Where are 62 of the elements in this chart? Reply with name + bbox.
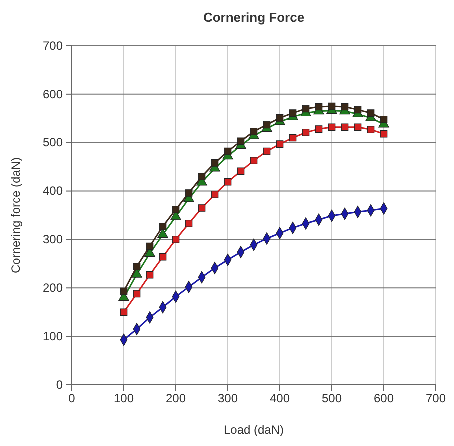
point (380, 130, 388, 138)
point (224, 148, 232, 156)
y-tick-label: 100 (42, 329, 64, 344)
point (341, 124, 349, 132)
point (289, 110, 297, 117)
point (133, 290, 141, 298)
point (328, 124, 336, 132)
y-tick-label: 300 (42, 232, 64, 247)
point (250, 128, 258, 136)
y-tick-label: 500 (42, 136, 64, 150)
point (146, 242, 154, 250)
y-tick-label: 700 (42, 38, 64, 53)
x-tick-label: 400 (270, 392, 290, 406)
point (158, 228, 168, 238)
point (354, 124, 362, 132)
point (185, 220, 193, 228)
point (120, 308, 128, 316)
x-tick-label: 300 (218, 392, 238, 406)
x-tick-label: 500 (322, 392, 342, 406)
point (302, 105, 310, 113)
point (133, 263, 141, 270)
point (198, 173, 206, 180)
point (367, 110, 375, 117)
point (120, 288, 128, 296)
point (263, 121, 271, 129)
point (146, 271, 154, 279)
point (276, 140, 284, 148)
x-tick-label: 200 (166, 392, 186, 406)
point (172, 206, 180, 214)
point (263, 148, 271, 156)
point (341, 103, 349, 111)
point (250, 157, 258, 164)
point (276, 114, 284, 122)
point (237, 138, 245, 146)
x-axis-title: Load (daN) (224, 423, 284, 437)
point (211, 191, 219, 198)
point (211, 160, 219, 167)
y-tick-label: 400 (42, 184, 64, 198)
point (328, 102, 336, 110)
y-tick-label: 0 (56, 378, 64, 392)
point (380, 116, 388, 124)
point (185, 190, 193, 197)
y-tick-label: 600 (42, 87, 64, 102)
point (289, 134, 297, 142)
point (172, 236, 180, 244)
point (237, 168, 245, 176)
x-tick-label: 0 (68, 392, 76, 406)
point (302, 129, 310, 136)
point (224, 178, 232, 186)
point (198, 204, 206, 212)
point (159, 222, 167, 230)
point (315, 126, 323, 133)
y-tick-label: 200 (42, 280, 64, 295)
point (159, 253, 167, 261)
point (315, 103, 323, 111)
point (354, 106, 362, 114)
x-tick-label: 100 (114, 392, 134, 406)
point (367, 126, 375, 134)
x-tick-label: 600 (374, 392, 394, 406)
chart-title: Cornering Force (203, 10, 305, 25)
x-tick-label: 700 (426, 392, 446, 406)
y-axis-title: Cornering force (daN) (9, 157, 23, 274)
